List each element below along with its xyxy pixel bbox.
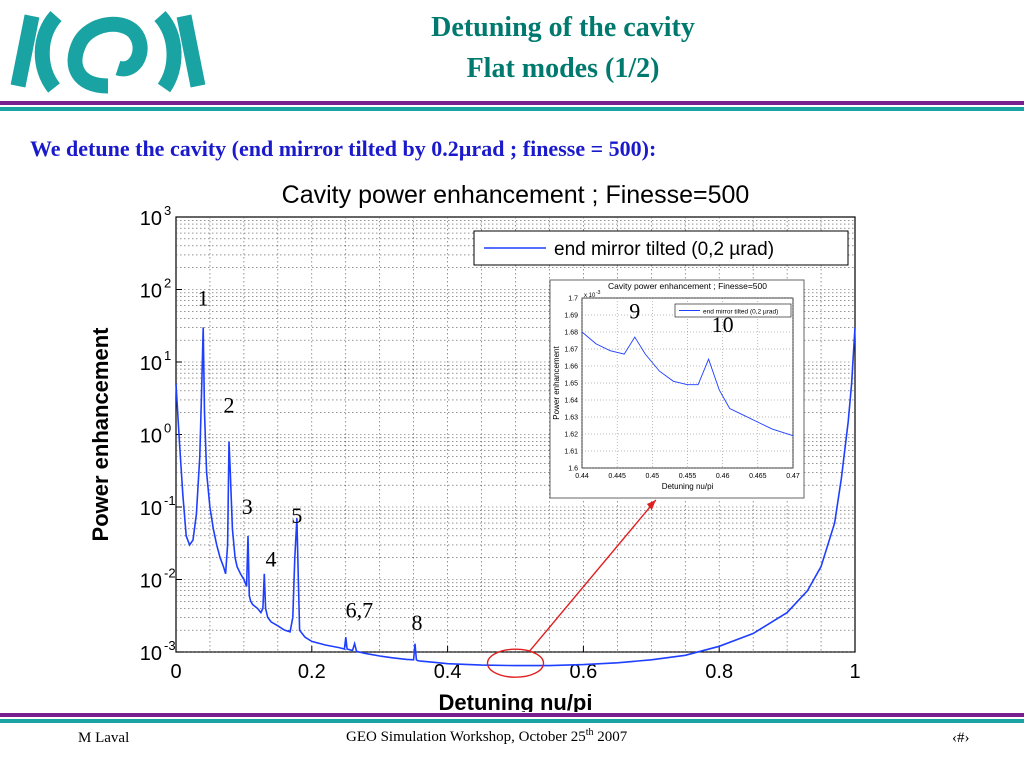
inset-y-axis-label: Power enhancement [552,346,561,420]
inset-x-tick-label: 0.46 [716,473,730,480]
main-y-tick-label: 10 [140,208,162,230]
inset-legend-box [674,303,792,318]
main-y-tick-label: 10 [140,426,162,448]
footer-event-main: GEO Simulation Workshop, October 25 [346,729,586,745]
inset-x-tick-label: 0.45 [646,473,660,480]
inset-y-multiplier-exponent: -3 [596,290,601,296]
main-legend-label: end mirror tilted (0,2 µrad) [554,239,774,260]
inset-x-tick-label: 0.465 [749,473,767,480]
footer-rule-purple [0,713,1024,717]
main-peak-label: 6,7 [346,597,374,622]
main-grid [176,217,855,653]
inset-y-tick-label: 1.63 [564,415,578,422]
inset-title: Cavity power enhancement ; Finesse=500 [608,281,767,291]
slide-title-line1: Detuning of the cavity [431,12,695,43]
footer-event: GEO Simulation Workshop, October 25th 20… [346,727,627,746]
main-x-axis-label: Detuning nu/pi [439,690,593,712]
inset-legend: end mirror tilted (0,2 µrad) [674,303,792,318]
inset-x-tick-label: 0.455 [679,473,697,480]
inset-y-tick-label: 1.69 [564,313,578,320]
main-y-tick-exponent: 3 [164,203,171,218]
main-y-tick-label: 10 [140,571,162,593]
logo-icon [10,10,206,94]
inset-peak-label: 9 [629,298,640,323]
inset-y-tick-label: 1.61 [564,449,578,456]
main-x-tick-label: 1 [849,661,860,683]
main-peak-label: 4 [266,547,277,572]
inset-y-tick-label: 1.67 [564,347,578,354]
main-x-tick-label: 0.8 [705,661,733,683]
header-rule-teal [0,107,1024,111]
main-y-tick-label: 10 [140,498,162,520]
footer-author: M Laval [78,730,130,746]
main-legend: end mirror tilted (0,2 µrad) [473,230,849,266]
main-y-tick-exponent: -3 [164,638,176,653]
inset-y-tick-label: 1.7 [568,296,578,303]
main-x-tick-label: 0 [170,661,181,683]
inset-y-tick-label: 1.62 [564,432,578,439]
header-rule-purple [0,101,1024,105]
footer-page-number: ‹#› [952,730,970,746]
inset-y-tick-label: 1.65 [564,381,578,388]
slide-title-line2: Flat modes (1/2) [466,53,660,84]
main-x-tick-label: 0.2 [298,661,326,683]
inset-y-tick-label: 1.64 [564,398,578,405]
main-series-line [175,327,856,667]
inset-x-tick-label: 0.47 [786,473,800,480]
main-y-tick-exponent: 0 [164,421,171,436]
highlight-ellipse [486,648,545,678]
main-x-tick-label: 0.6 [569,661,597,683]
main-peak-label: 8 [412,610,423,635]
main-y-tick-exponent: 1 [164,348,171,363]
annotation-arrowhead [646,500,656,510]
annotation-arrow [528,499,657,652]
main-peak-label: 3 [242,494,253,519]
inset-x-tick-label: 0.445 [608,473,626,480]
inset-y-tick-label: 1.66 [564,364,578,371]
inset-y-tick-label: 1.6 [568,466,578,473]
main-chart: Cavity power enhancement ; Finesse=500 0 0… [88,181,861,712]
main-y-tick-exponent: 2 [164,276,171,291]
main-y-axis-label: Power enhancement [88,327,113,542]
main-chart-title: Cavity power enhancement ; Finesse=500 [282,181,750,209]
main-peak-label: 5 [291,503,302,528]
inset-x-tick-label: 0.44 [575,473,589,480]
main-y-tick-label: 10 [140,281,162,303]
slide-subtitle: We detune the cavity (end mirror tilted … [30,136,657,161]
main-y-tick-label: 10 [140,353,162,375]
main-y-tick-exponent: -2 [164,566,176,581]
inset-y-tick-label: 1.68 [564,330,578,337]
main-y-tick-exponent: -1 [164,493,176,508]
main-peak-label: 1 [198,286,209,311]
inset-y-multiplier: x 10 [584,293,596,299]
inset-peak-label: 10 [712,312,734,337]
main-peak-label: 2 [223,393,234,418]
footer-event-year: 2007 [593,729,628,745]
footer-event-sup: th [585,727,594,738]
inset-legend-label: end mirror tilted (0,2 µrad) [703,309,778,316]
footer-rule-teal [0,719,1024,723]
inset-x-axis-label: Detuning nu/pi [662,482,714,491]
main-y-tick-label: 10 [140,643,162,665]
main-x-tick-label: 0.4 [434,661,462,683]
inset-series-line [581,331,794,437]
